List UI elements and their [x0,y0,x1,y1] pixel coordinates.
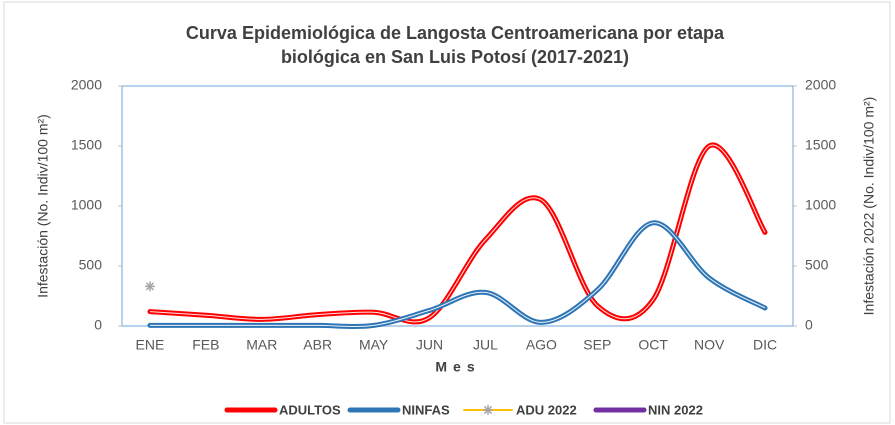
y2-tick-label: 1000 [805,197,836,213]
chart-title: Curva Epidemiológica de Langosta Centroa… [186,23,725,43]
chart-frame [3,1,891,424]
x-tick-label: FEB [192,337,219,353]
y-tick-label: 1000 [71,197,102,213]
x-tick-label: ENE [136,337,165,353]
legend-marker [483,405,493,415]
x-tick-label: JUL [473,337,498,353]
x-tick-label: ABR [303,337,332,353]
x-tick-label: SEP [583,337,611,353]
x-tick-label: DIC [753,337,777,353]
y2-tick-label: 2000 [805,77,836,93]
legend-label: NINFAS [402,402,450,417]
x-tick-label: MAR [246,337,277,353]
marker [144,281,155,292]
y2-tick-label: 1500 [805,137,836,153]
y-tick-label: 0 [94,317,102,333]
plot-area [121,85,794,327]
legend-label: NIN 2022 [648,402,703,417]
x-axis-label: Mes [435,359,480,375]
y-axis-label: Infestación (No. Indiv/100 m²) [35,114,51,298]
y2-tick-label: 0 [805,317,813,333]
series-line-highlight [149,222,766,327]
y2-tick-label: 500 [805,257,829,273]
y-tick-label: 500 [79,257,103,273]
legend-label: ADU 2022 [516,402,577,417]
y2-axis-label: Infestación 2022 (No. Indiv/100 m²) [861,97,877,316]
x-tick-label: JUN [416,337,443,353]
chart-title: biológica en San Luis Potosí (2017-2021) [281,47,629,67]
x-tick-label: AGO [526,337,557,353]
x-tick-label: NOV [694,337,725,353]
y-tick-label: 1500 [71,137,102,153]
legend-label: ADULTOS [279,402,341,417]
y-tick-label: 2000 [71,77,102,93]
x-tick-label: MAY [359,337,389,353]
series-line-highlight [149,144,766,323]
x-tick-label: OCT [638,337,668,353]
